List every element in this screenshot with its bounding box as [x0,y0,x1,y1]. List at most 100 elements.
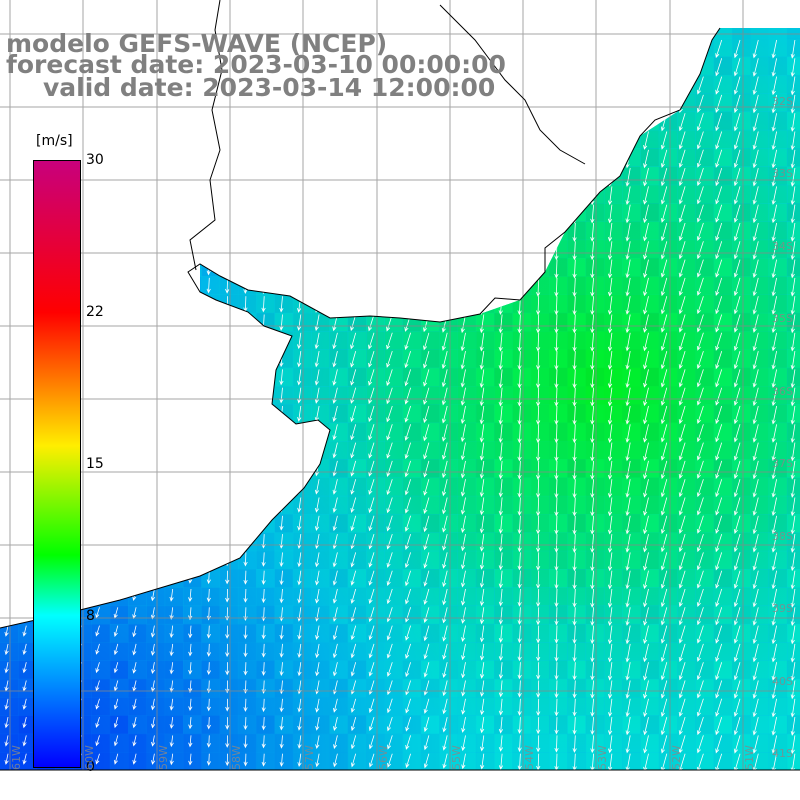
field-cell [183,660,202,680]
field-cell [768,386,788,405]
field-cell [274,678,294,698]
wind-arrow [590,753,595,770]
wind-arrow [151,698,156,711]
field-cell [366,514,385,533]
field-cell [567,532,587,552]
wind-arrow [536,460,541,480]
field-cell [311,514,330,533]
wind-arrow [554,497,559,517]
wind-arrow [169,552,174,566]
field-cell [183,404,202,424]
field-cell [439,678,458,698]
wind-arrow [536,717,541,735]
field-cell [439,459,458,478]
wind-arrow [95,662,100,674]
wind-arrow [480,735,485,752]
wind-arrow [678,277,686,296]
wind-arrow [94,350,100,364]
field-cell [512,239,532,259]
wind-arrow [131,332,137,347]
wind-arrow [479,222,485,242]
field-cell [530,331,550,350]
wind-arrow [368,662,375,677]
wind-arrow [441,277,448,297]
wind-arrow [296,149,302,168]
field-cell [237,733,257,753]
field-cell [585,495,605,515]
wind-arrow [132,570,137,583]
wind-arrow [607,515,613,535]
wind-arrow [643,570,649,590]
field-cell [274,697,294,716]
wind-arrow [554,680,559,699]
field-cell [128,166,147,186]
field-cells [0,28,800,770]
wind-arrow [696,515,704,534]
wind-arrow [625,405,631,425]
wind-arrow [404,405,411,423]
wind-arrow [243,387,248,404]
wind-arrow [517,460,522,480]
field-cell [0,550,19,570]
field-cell [603,733,623,753]
wind-arrow [643,717,649,736]
valid-date: valid date: 2023-03-14 12:00:00 [43,73,496,102]
wind-arrow [243,570,248,585]
field-cell [219,257,239,277]
wind-arrow [554,460,559,480]
field-cell [530,550,550,570]
wind-arrow [131,131,137,147]
field-cell [585,477,605,497]
field-cell [677,623,696,643]
field-cell [713,331,733,350]
field-cell [695,386,715,405]
wind-arrow [404,350,411,369]
field-cell [292,276,312,295]
wind-arrow [261,424,266,440]
field-cell [219,514,239,533]
field-cell [347,221,367,241]
field-cell [512,166,532,186]
field-cell [420,569,440,588]
wind-arrow [112,149,119,165]
field-cell [603,660,623,680]
field-cell [768,294,788,314]
wind-arrow [752,570,759,590]
wind-arrow [607,442,613,462]
lon-label: 53W [596,745,609,770]
field-cell [622,733,641,753]
field-cell [622,440,641,460]
wind-arrow [554,332,559,352]
wind-arrow [279,570,284,586]
field-cell [549,294,568,314]
field-cell [640,733,660,753]
wind-arrow [678,76,686,95]
wind-arrow [498,570,503,589]
wind-arrow [590,552,595,572]
wind-arrow [368,479,375,495]
wind-arrow [113,222,119,238]
wind-arrow [517,680,522,698]
wind-arrow [243,204,248,222]
wind-arrow [715,277,723,296]
field-cell [768,56,788,76]
wind-arrow [279,387,284,404]
wind-arrow [733,753,741,770]
wind-arrow [590,607,595,626]
wind-arrow [57,113,64,128]
wind-arrow [771,497,777,516]
wind-arrow [350,716,357,732]
field-cell [128,550,147,570]
wind-arrow [517,58,522,78]
wind-arrow [660,149,668,168]
wind-arrow [169,277,174,293]
wind-arrow [752,479,759,498]
field-cell [219,367,239,387]
field-cell [603,74,623,94]
field-cell [128,111,147,131]
field-cell [18,111,38,131]
wind-arrow [733,58,741,77]
field-cell [384,587,404,607]
wind-arrow [460,204,466,224]
wind-arrow [150,662,156,674]
